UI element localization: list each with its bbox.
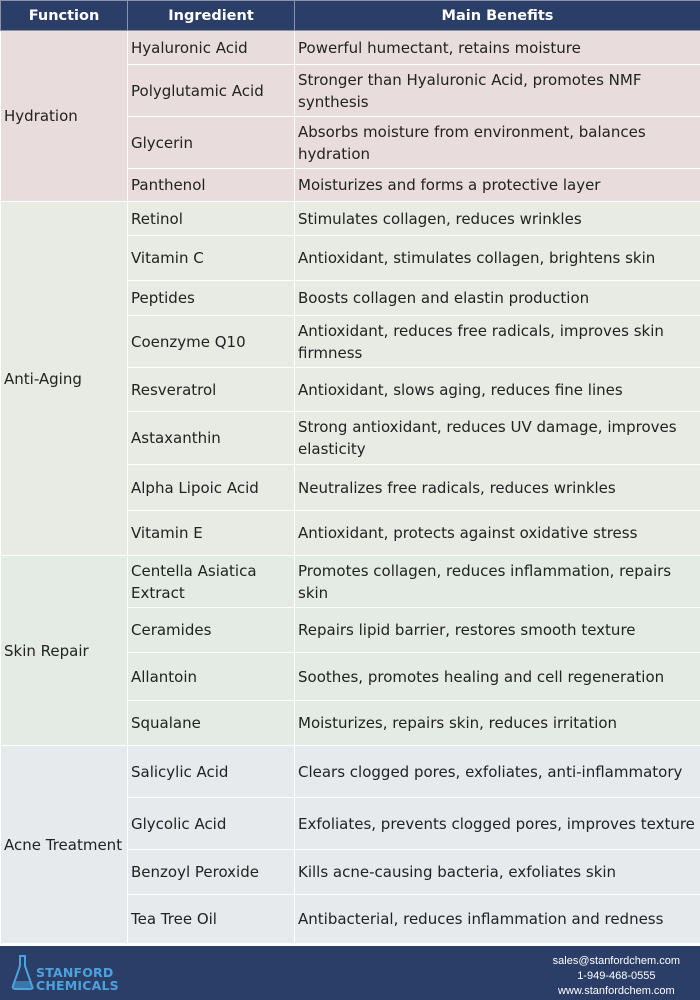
- function-cell-skin-repair: Skin Repair: [0, 555, 128, 746]
- benefit-cell: Repairs lipid barrier, restores smooth t…: [294, 607, 700, 653]
- ingredient-cell: Salicylic Acid: [127, 745, 295, 798]
- benefit-cell: Antioxidant, stimulates collagen, bright…: [294, 235, 700, 281]
- benefit-cell: Strong antioxidant, reduces UV damage, i…: [294, 411, 700, 465]
- header-ingredient: Ingredient: [127, 0, 295, 31]
- table-row: Skin Repair Centella Asiatica Extract Pr…: [0, 555, 700, 746]
- table-header-row: Function Ingredient Main Benefits: [0, 0, 700, 31]
- flask-icon: [11, 955, 34, 990]
- header-function: Function: [0, 0, 128, 31]
- table-row: Anti-Aging Retinol Stimulates collagen, …: [0, 201, 700, 556]
- table-row: Polyglutamic Acid Stronger than Hyaluron…: [1, 64, 700, 117]
- benefit-cell: Boosts collagen and elastin production: [294, 280, 700, 316]
- ingredient-cell: Panthenol: [127, 168, 295, 202]
- contact-website[interactable]: www.stanfordchem.com: [557, 985, 675, 997]
- ingredient-cell: Coenzyme Q10: [127, 315, 295, 368]
- table-row: Acne Treatment Salicylic Acid Clears clo…: [0, 745, 700, 944]
- logo-wordmark: STANFORD CHEMICALS: [36, 966, 119, 992]
- ingredient-cell: Peptides: [127, 280, 295, 316]
- ingredient-cell: Vitamin E: [127, 510, 295, 556]
- function-cell-anti-aging: Anti-Aging: [0, 201, 128, 556]
- contact-phone: 1-949-468-0555: [577, 970, 656, 982]
- table-row: Astaxanthin Strong antioxidant, reduces …: [1, 411, 700, 465]
- benefit-cell: Clears clogged pores, exfoliates, anti-i…: [294, 745, 700, 798]
- table-row: Vitamin E Antioxidant, protects against …: [1, 510, 700, 556]
- table-row: Squalane Moisturizes, repairs skin, redu…: [1, 700, 700, 746]
- ingredient-cell: Alpha Lipoic Acid: [127, 464, 295, 511]
- benefit-cell: Kills acne-causing bacteria, exfoliates …: [294, 849, 700, 895]
- table-row: Resveratrol Antioxidant, slows aging, re…: [1, 367, 700, 412]
- company-logo: STANFORD CHEMICALS: [10, 952, 150, 996]
- table-row: Ceramides Repairs lipid barrier, restore…: [1, 607, 700, 653]
- contact-info: sales@stanfordchem.com 1-949-468-0555 ww…: [553, 954, 680, 999]
- table-row: Alpha Lipoic Acid Neutralizes free radic…: [1, 464, 700, 511]
- benefit-cell: Antioxidant, protects against oxidative …: [294, 510, 700, 556]
- table-row: Allantoin Soothes, promotes healing and …: [1, 652, 700, 701]
- ingredient-cell: Astaxanthin: [127, 411, 295, 465]
- benefit-cell: Absorbs moisture from environment, balan…: [294, 116, 700, 169]
- ingredient-cell: Glycolic Acid: [127, 797, 295, 850]
- ingredient-cell: Vitamin C: [127, 235, 295, 281]
- benefit-cell: Stimulates collagen, reduces wrinkles: [294, 201, 700, 236]
- logo-line-2: CHEMICALS: [36, 978, 119, 993]
- logo-line-1: STANFORD: [36, 965, 114, 980]
- function-cell-hydration: Hydration: [0, 30, 128, 202]
- benefit-cell: Exfoliates, prevents clogged pores, impr…: [294, 797, 700, 850]
- benefit-cell: Soothes, promotes healing and cell regen…: [294, 652, 700, 701]
- ingredient-cell: Ceramides: [127, 607, 295, 653]
- benefit-cell: Moisturizes and forms a protective layer: [294, 168, 700, 202]
- benefit-cell: Powerful humectant, retains moisture: [294, 30, 700, 65]
- table-row: Glycerin Absorbs moisture from environme…: [1, 116, 700, 169]
- table-row: Coenzyme Q10 Antioxidant, reduces free r…: [1, 315, 700, 368]
- ingredient-cell: Squalane: [127, 700, 295, 746]
- ingredient-cell: Retinol: [127, 201, 295, 236]
- table-row: Tea Tree Oil Antibacterial, reduces infl…: [1, 894, 700, 944]
- ingredient-cell: Hyaluronic Acid: [127, 30, 295, 65]
- benefit-cell: Antioxidant, slows aging, reduces fine l…: [294, 367, 700, 412]
- ingredient-cell: Glycerin: [127, 116, 295, 169]
- ingredient-cell: Allantoin: [127, 652, 295, 701]
- footer: STANFORD CHEMICALS sales@stanfordchem.co…: [0, 946, 700, 1000]
- table-row: Peptides Boosts collagen and elastin pro…: [1, 280, 700, 316]
- table-row: Panthenol Moisturizes and forms a protec…: [1, 168, 700, 202]
- ingredient-cell: Tea Tree Oil: [127, 894, 295, 944]
- ingredient-cell: Polyglutamic Acid: [127, 64, 295, 117]
- benefit-cell: Promotes collagen, reduces inflammation,…: [294, 555, 700, 608]
- ingredient-cell: Benzoyl Peroxide: [127, 849, 295, 895]
- table-row: Hydration Hyaluronic Acid Powerful humec…: [0, 30, 700, 202]
- contact-email[interactable]: sales@stanfordchem.com: [552, 955, 680, 967]
- benefit-cell: Antioxidant, reduces free radicals, impr…: [294, 315, 700, 368]
- benefit-cell: Moisturizes, repairs skin, reduces irrit…: [294, 700, 700, 746]
- benefit-cell: Antibacterial, reduces inflammation and …: [294, 894, 700, 944]
- ingredients-table: Function Ingredient Main Benefits Hydrat…: [0, 0, 700, 944]
- benefit-cell: Stronger than Hyaluronic Acid, promotes …: [294, 64, 700, 117]
- ingredient-cell: Centella Asiatica Extract: [127, 555, 295, 608]
- table-row: Benzoyl Peroxide Kills acne-causing bact…: [1, 849, 700, 895]
- header-main-benefits: Main Benefits: [294, 0, 700, 31]
- benefit-cell: Neutralizes free radicals, reduces wrink…: [294, 464, 700, 511]
- ingredient-cell: Resveratrol: [127, 367, 295, 412]
- function-cell-acne-treatment: Acne Treatment: [0, 745, 128, 944]
